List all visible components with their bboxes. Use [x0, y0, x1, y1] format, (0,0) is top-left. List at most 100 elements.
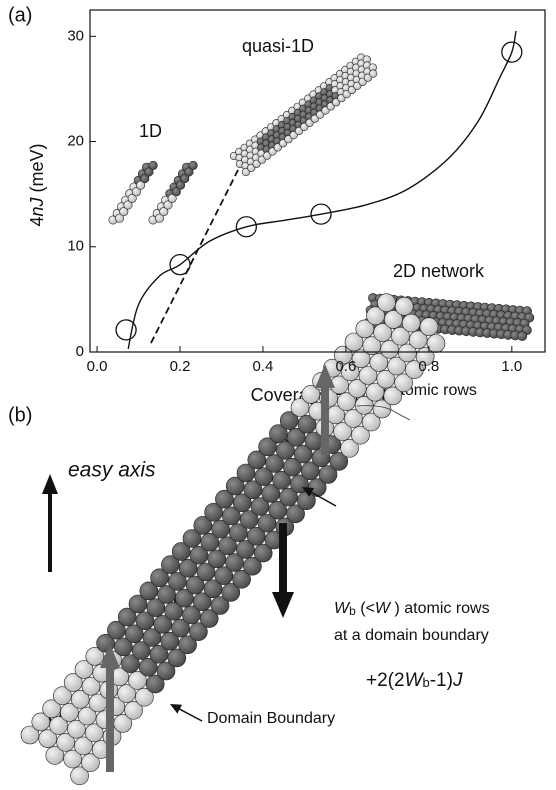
- x-tick-label: 0.2: [170, 358, 191, 375]
- atom: [127, 193, 137, 203]
- atom: [340, 438, 359, 458]
- atom: [218, 536, 237, 556]
- atom: [123, 200, 133, 210]
- atom: [115, 213, 125, 223]
- x-tick-label: 1.0: [501, 358, 522, 375]
- atom: [131, 187, 141, 197]
- atom: [265, 454, 284, 473]
- atom: [70, 766, 89, 786]
- wb-rows-label: Wb (<W ) atomic rows: [334, 600, 490, 618]
- atom: [283, 457, 302, 477]
- arrow-head: [100, 644, 120, 668]
- arrow-head: [170, 704, 183, 714]
- atom: [232, 569, 251, 589]
- label-part: b: [349, 604, 356, 618]
- atom: [243, 480, 263, 500]
- atom: [184, 167, 194, 177]
- atom: [401, 313, 421, 333]
- atom: [347, 379, 367, 398]
- atom: [138, 658, 158, 677]
- y-tick-label: 20: [67, 133, 84, 150]
- atom: [318, 465, 338, 484]
- atom: [42, 699, 61, 719]
- atom: [221, 583, 241, 602]
- atom: [160, 631, 180, 651]
- atom: [157, 585, 176, 604]
- atom: [38, 729, 58, 748]
- atom: [239, 510, 259, 529]
- atom: [210, 596, 230, 615]
- atom: [372, 399, 392, 419]
- atom: [121, 654, 140, 674]
- atom: [164, 601, 183, 621]
- atom: [84, 723, 104, 743]
- data-point: [169, 254, 191, 276]
- atom: [243, 556, 262, 576]
- label-part: J: [452, 670, 463, 691]
- atom: [185, 575, 205, 595]
- atom: [193, 516, 213, 535]
- atom: [136, 180, 146, 190]
- atom: [279, 487, 298, 507]
- atom: [85, 647, 105, 666]
- atom: [114, 637, 133, 657]
- atom: [254, 467, 274, 486]
- annotation: quasi-1D: [242, 36, 314, 56]
- easy-axis-label: easy axis: [68, 459, 156, 482]
- atom: [203, 579, 223, 599]
- atom: [253, 543, 273, 563]
- atom: [366, 306, 385, 326]
- y-label-part: 4: [27, 217, 47, 227]
- y-axis-label: 4nJ (meV): [27, 143, 47, 226]
- dashed-line: [150, 169, 239, 344]
- atom: [175, 588, 194, 608]
- atom: [207, 549, 227, 569]
- atom: [150, 568, 169, 588]
- arrow-head: [42, 474, 58, 494]
- data-point: [501, 41, 523, 63]
- atom: [333, 345, 353, 365]
- x-tick-label: 0.4: [253, 358, 274, 375]
- label-part: (<: [356, 600, 375, 617]
- atom: [192, 592, 212, 612]
- atom: [419, 317, 439, 337]
- atom: [214, 566, 234, 585]
- atom: [369, 69, 378, 78]
- atom: [199, 609, 219, 628]
- atom: [81, 676, 101, 696]
- atom: [20, 725, 40, 745]
- x-tick-label: 0.8: [418, 358, 439, 375]
- atom: [81, 753, 100, 773]
- atom: [156, 661, 176, 681]
- atom: [196, 562, 216, 582]
- atom: [117, 684, 136, 703]
- panel-label: (b): [8, 404, 32, 426]
- atom: [67, 719, 86, 739]
- atom: [139, 581, 159, 601]
- atom: [182, 529, 202, 548]
- atom: [131, 641, 151, 660]
- y-label-part: (meV): [27, 143, 47, 197]
- atom: [70, 690, 90, 709]
- atom: [189, 622, 208, 642]
- atom: [351, 425, 370, 445]
- arrow-head: [272, 592, 294, 618]
- data-point: [235, 216, 258, 238]
- atom: [333, 422, 352, 441]
- atom: [272, 470, 291, 490]
- label-part: W: [334, 600, 351, 617]
- atom: [45, 746, 65, 765]
- atom: [74, 736, 93, 756]
- atom: [211, 519, 230, 539]
- atom: [163, 200, 173, 210]
- atom: [377, 293, 396, 313]
- atom: [391, 326, 410, 346]
- atom: [246, 527, 266, 546]
- data-point: [310, 203, 332, 225]
- label-part: b: [423, 675, 430, 690]
- atom: [148, 160, 158, 170]
- label-part: +2(2: [366, 670, 405, 691]
- atom: [155, 213, 165, 223]
- atom: [286, 504, 305, 524]
- atom: [49, 716, 68, 735]
